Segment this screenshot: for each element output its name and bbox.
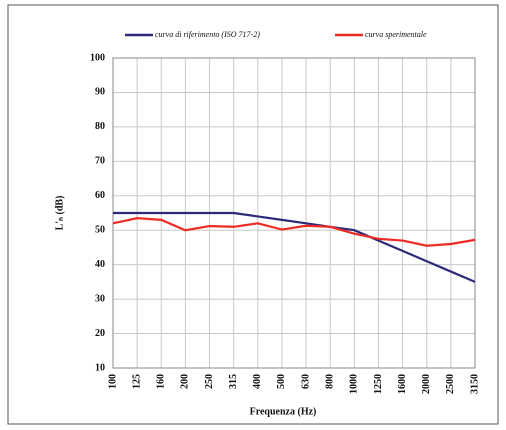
x-tick-label: 3150 [469,374,480,394]
series-line [113,211,476,283]
y-tick-label: 40 [95,259,105,270]
x-tick-label: 400 [252,374,263,389]
y-tick-label: 50 [95,225,105,236]
legend-label: curva di riferimento (ISO 717-2) [155,30,260,39]
x-tick-label: 500 [276,374,287,389]
x-tick-label: 125 [131,374,142,389]
legend-label: curva sperimentale [365,30,427,39]
x-tick-label: 630 [300,374,311,389]
series-line [112,217,476,247]
x-tick-label: 2500 [445,374,456,394]
x-tick-label: 250 [204,374,215,389]
y-tick-label: 80 [95,121,105,132]
y-tick-label: 60 [95,190,105,201]
x-tick-label: 100 [107,374,118,389]
x-tick-label: 1000 [349,374,360,394]
y-tick-label: 20 [95,328,105,339]
y-tick-label: 100 [90,52,105,63]
x-tick-label: 1600 [397,374,408,394]
x-tick-label: 160 [156,374,167,389]
x-tick-label: 800 [324,374,335,389]
x-tick-label: 200 [180,374,191,389]
y-tick-label: 30 [95,293,105,304]
x-tick-label: 2000 [421,374,432,394]
x-tick-label: 1250 [373,374,384,394]
y-tick-label: 90 [95,87,105,98]
y-axis-label: L'ₙ (dB) [54,196,65,231]
y-tick-label: 70 [95,156,105,167]
x-axis-label: Frequenza (Hz) [250,406,317,417]
y-tick-label: 10 [95,362,105,373]
x-tick-label: 315 [228,374,239,389]
frame [7,4,499,425]
